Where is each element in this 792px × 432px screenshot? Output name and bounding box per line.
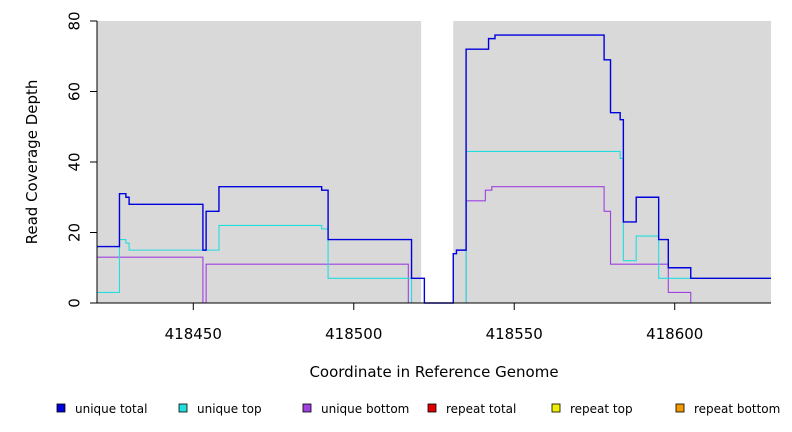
legend-swatch-repeat-top xyxy=(551,403,561,413)
x-axis-title: Coordinate in Reference Genome xyxy=(309,363,558,381)
series-line-unique-top xyxy=(97,150,771,304)
y-tick-label: 0 xyxy=(65,298,83,308)
y-axis-title: Read Coverage Depth xyxy=(23,80,41,245)
legend-swatch-unique-bottom xyxy=(302,403,312,413)
legend-swatch-unique-top xyxy=(178,403,188,413)
x-tick-label: 418450 xyxy=(165,325,222,343)
y-tick-label: 20 xyxy=(65,223,83,242)
legend-label-repeat-bottom: repeat bottom xyxy=(694,402,780,416)
legend-label-unique-top: unique top xyxy=(197,402,262,416)
series-line-unique-total xyxy=(97,34,771,304)
legend-label-unique-total: unique total xyxy=(75,402,147,416)
legend-label-repeat-top: repeat top xyxy=(570,402,633,416)
x-tick-label: 418600 xyxy=(646,325,703,343)
gap-region xyxy=(421,21,454,303)
y-tick-label: 60 xyxy=(65,82,83,101)
legend-swatch-repeat-total xyxy=(427,403,437,413)
legend-label-repeat-total: repeat total xyxy=(446,402,516,416)
legend-swatch-unique-total xyxy=(56,403,66,413)
legend: unique total unique top unique bottom repea… xyxy=(56,402,780,416)
x-tick-label: 418550 xyxy=(486,325,543,343)
y-tick-label: 80 xyxy=(65,11,83,30)
axes: 418450 418500 418550 418600 0 20 40 60 80 xyxy=(65,11,771,343)
legend-swatch-repeat-bottom xyxy=(675,403,685,413)
x-tick-label: 418500 xyxy=(325,325,382,343)
legend-label-unique-bottom: unique bottom xyxy=(321,402,409,416)
y-tick-label: 40 xyxy=(65,152,83,171)
